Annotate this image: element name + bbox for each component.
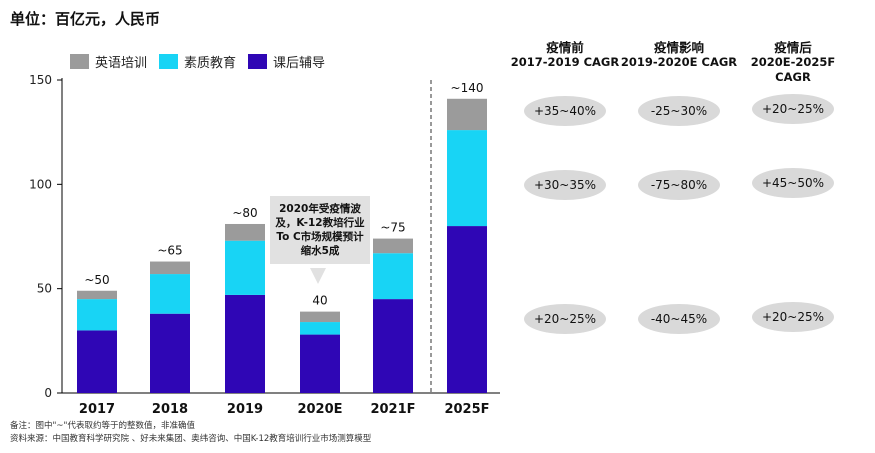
y-tick-label-150: 150 — [29, 73, 52, 87]
bar-2019-quality — [225, 240, 265, 295]
bar-2017-afterschool — [77, 330, 117, 393]
total-label-2018: ~65 — [157, 244, 182, 258]
legend: 英语培训 素质教育 课后辅导 — [70, 52, 337, 71]
total-label-2020E: 40 — [312, 294, 327, 308]
cagr-pill-pre-quality: +30~35% — [524, 170, 606, 200]
x-tick-label-2020E: 2020E — [297, 402, 342, 417]
callout-arrow — [310, 268, 326, 284]
legend-item-afterschool: 课后辅导 — [248, 52, 325, 71]
legend-label-afterschool: 课后辅导 — [273, 56, 326, 71]
bar-2025F-afterschool — [447, 226, 487, 393]
x-tick-label-2021F: 2021F — [370, 402, 415, 417]
cagr-pill-post-afterschool: +20~25% — [752, 302, 834, 332]
legend-label-quality: 素质教育 — [184, 56, 237, 71]
legend-swatch-english — [70, 54, 89, 69]
bar-2017-english — [77, 290, 117, 300]
total-label-2021F: ~75 — [380, 221, 405, 235]
bar-2020E-afterschool — [300, 334, 340, 393]
bar-2021F-english — [373, 238, 413, 254]
bar-2018-afterschool — [150, 313, 190, 393]
bar-2018-english — [150, 261, 190, 275]
legend-label-english: 英语培训 — [95, 56, 148, 71]
footnote-remark: 备注：图中"~"代表取约等于的整数值，非准确值 — [10, 421, 195, 431]
legend-item-quality: 素质教育 — [159, 52, 236, 71]
bar-2018-quality — [150, 274, 190, 314]
x-tick-label-2018: 2018 — [152, 402, 188, 417]
bar-2025F-english — [447, 98, 487, 131]
x-tick-label-2019: 2019 — [227, 402, 263, 417]
cagr-pill-post-quality: +45~50% — [752, 168, 834, 198]
cagr-pill-impact-afterschool: -40~45% — [638, 304, 720, 334]
cagr-pill-pre-total: +35~40% — [524, 96, 606, 126]
bar-2019-english — [225, 223, 265, 241]
cagr-header-post: 疫情后 2020E-2025F CAGR — [733, 40, 853, 85]
bar-2021F-quality — [373, 253, 413, 300]
bar-2019-afterschool — [225, 294, 265, 393]
total-label-2019: ~80 — [232, 206, 257, 220]
legend-item-english: 英语培训 — [70, 52, 147, 71]
cagr-header-pre: 疫情前 2017-2019 CAGR — [505, 40, 625, 70]
x-tick-label-2025F: 2025F — [444, 402, 489, 417]
bar-2020E-quality — [300, 322, 340, 335]
cagr-pill-post-total: +20~25% — [752, 94, 834, 124]
cagr-header-impact-subtitle: 2019-2020E CAGR — [620, 55, 738, 69]
bar-2021F-afterschool — [373, 299, 413, 393]
unit-title: 单位：百亿元，人民币 — [10, 10, 161, 28]
cagr-header-post-subtitle: 2020E-2025F CAGR — [750, 55, 836, 84]
bar-2020E-english — [300, 311, 340, 323]
cagr-header-post-title: 疫情后 — [774, 40, 812, 55]
x-tick-label-2017: 2017 — [79, 402, 115, 417]
cagr-header-impact: 疫情影响 2019-2020E CAGR — [619, 40, 739, 70]
footnote-source: 资料来源：中国教育科学研究院 、好未来集团、奥纬咨询、中国K-12教育培训行业市… — [10, 434, 372, 444]
y-tick-label-100: 100 — [29, 177, 52, 191]
bar-2017-quality — [77, 299, 117, 331]
y-tick-label-50: 50 — [37, 282, 52, 296]
cagr-header-pre-subtitle: 2017-2019 CAGR — [510, 55, 620, 69]
cagr-pill-impact-quality: -75~80% — [638, 170, 720, 200]
pandemic-callout: 2020年受疫情波及，K-12教培行业To C市场规模预计缩水5成 — [270, 196, 370, 264]
bar-2025F-quality — [447, 130, 487, 227]
total-label-2017: ~50 — [84, 273, 109, 287]
cagr-header-impact-title: 疫情影响 — [653, 40, 704, 55]
legend-swatch-quality — [159, 54, 179, 69]
stacked-bar-chart: 0 50 100 150 ~50 2017 ~65 2018 ~80 2019 40 2020E ~75… — [29, 73, 500, 417]
cagr-pill-pre-afterschool: +20~25% — [524, 304, 606, 334]
footnotes: 备注：图中"~"代表取约等于的整数值，非准确值 资料来源：中国教育科学研究院 、… — [10, 420, 371, 446]
cagr-pill-impact-total: -25~30% — [638, 96, 720, 126]
y-tick-label-0: 0 — [44, 386, 52, 400]
legend-swatch-afterschool — [248, 54, 268, 69]
total-label-2025F: ~140 — [451, 81, 484, 95]
cagr-header-pre-title: 疫情前 — [546, 40, 584, 55]
